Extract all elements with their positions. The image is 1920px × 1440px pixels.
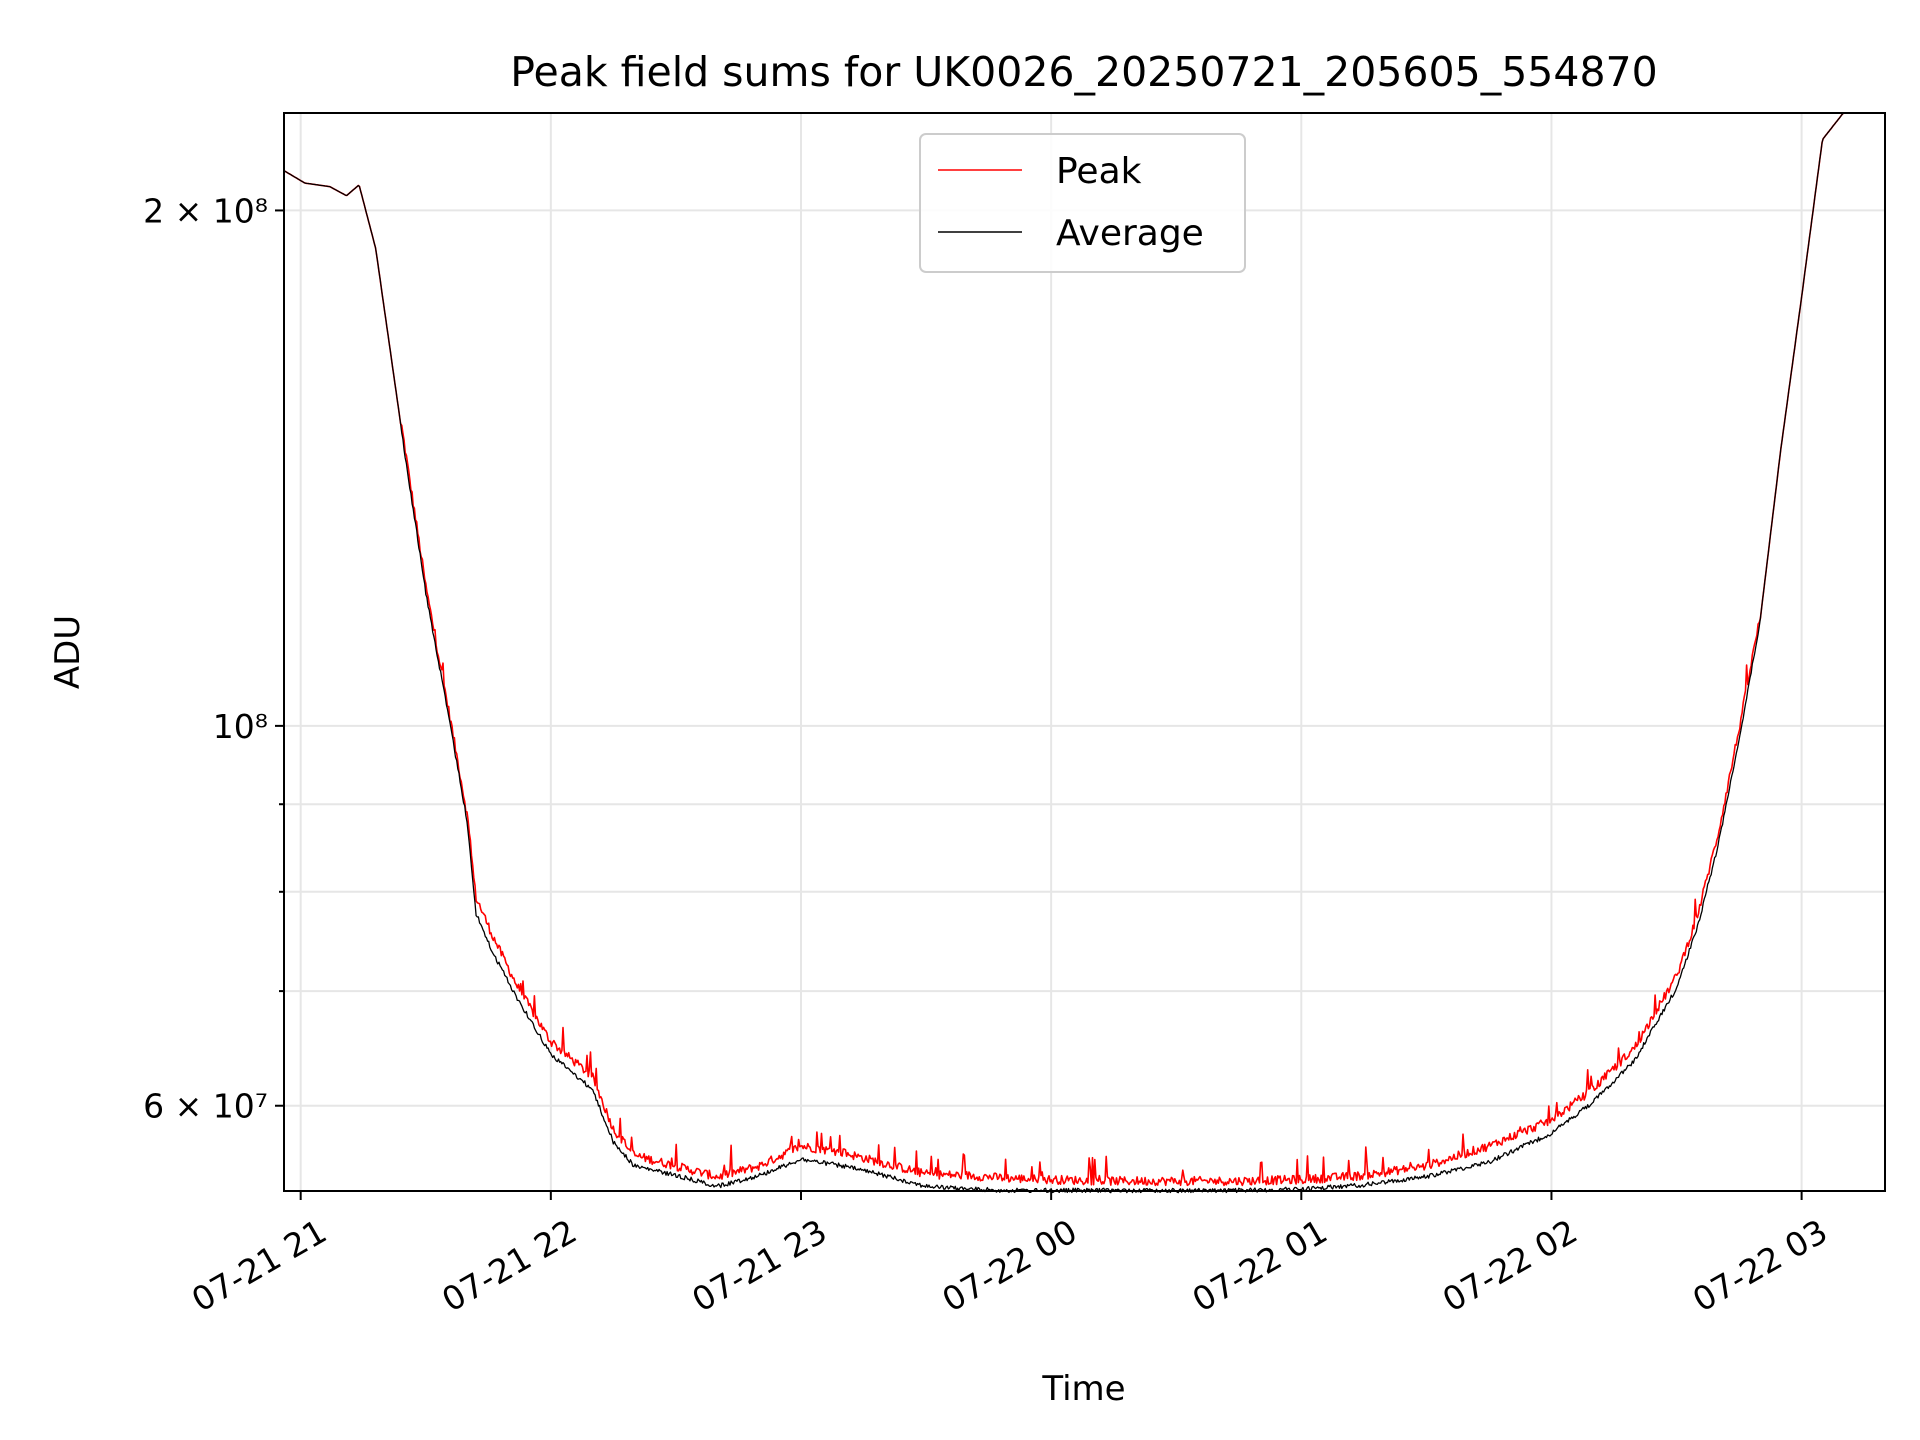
- legend-box: [919, 133, 1246, 273]
- legend: Peak Average: [919, 133, 1246, 273]
- legend-label-average: Average: [1056, 213, 1204, 254]
- y-axis-label: ADU: [48, 615, 88, 689]
- series-line-peak: [283, 112, 1885, 1187]
- x-tick-label: 07-21 23: [685, 1212, 833, 1320]
- chart-title: Peak field sums for UK0026_20250721_2056…: [510, 48, 1657, 96]
- x-tick-label: 07-21 21: [185, 1212, 333, 1320]
- axis-ticks: 07-21 21 07-21 22 07-21 23 07-22 00 07-22 01…: [143, 191, 1834, 1319]
- x-tick-label: 07-21 22: [435, 1212, 583, 1320]
- x-tick-label: 07-22 03: [1686, 1212, 1834, 1320]
- y-tick-label: 6 × 10⁷: [143, 1087, 268, 1126]
- plot-area: [283, 112, 1886, 1192]
- legend-label-peak: Peak: [1056, 151, 1142, 192]
- y-tick-label: 10⁸: [213, 707, 268, 746]
- series-line-average: [283, 112, 1885, 1194]
- series-group: [283, 112, 1885, 1194]
- grid: [284, 113, 1885, 1191]
- x-tick-label: 07-22 00: [936, 1212, 1084, 1320]
- x-tick-label: 07-22 01: [1186, 1212, 1334, 1320]
- x-axis-label: Time: [1041, 1369, 1125, 1409]
- x-tick-label: 07-22 02: [1436, 1212, 1584, 1320]
- y-tick-label: 2 × 10⁸: [143, 191, 268, 230]
